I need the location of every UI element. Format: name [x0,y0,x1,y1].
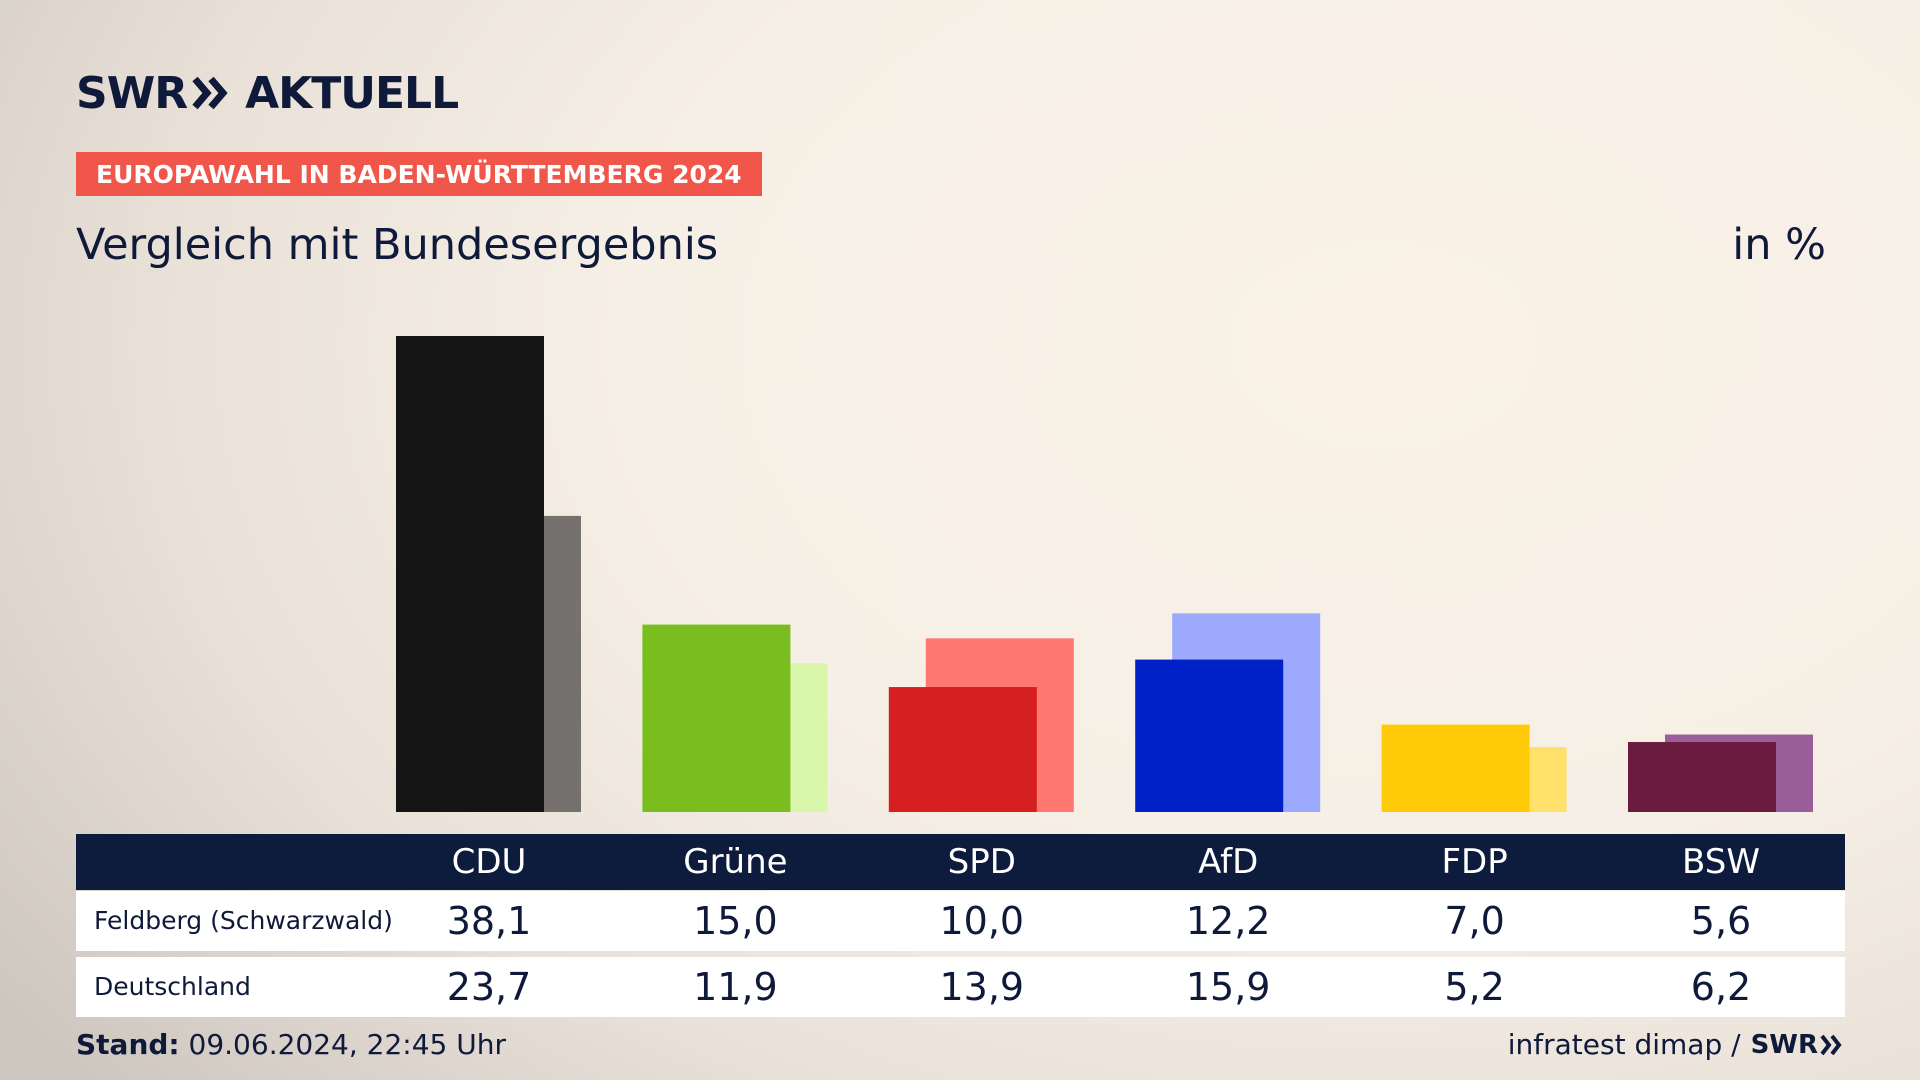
bar-feldberg-fdp [1381,724,1530,812]
value-feldberg-afd: 12,2 [1185,899,1271,943]
stand-label: Stand: [76,1028,180,1061]
header-party-gruene: Grüne [683,842,788,882]
bar-feldberg-afd [1135,659,1284,812]
source-footer: infratest dimap / SWR [1508,1028,1844,1061]
header-party-fdp: FDP [1441,842,1508,882]
source-text: infratest dimap / [1507,1028,1741,1061]
header-party-afd: AfD [1198,842,1259,882]
value-deutschland-bsw: 6,2 [1690,965,1752,1009]
bar-feldberg-cdu [396,336,544,812]
header-party-spd: SPD [947,842,1016,882]
small-double-chevron-icon [1820,1034,1842,1055]
value-deutschland-afd: 15,9 [1185,965,1271,1009]
value-deutschland-gruene: 11,9 [693,965,778,1009]
chart-title: Vergleich mit Bundesergebnis [76,220,719,270]
table-header: CDU Grüne SPD AfD FDP BSW [76,834,1845,890]
header-party-cdu: CDU [451,842,527,882]
value-deutschland-cdu: 23,7 [446,965,532,1009]
timestamp-footer: Stand: 09.06.2024, 22:45 Uhr [76,1028,506,1061]
table-row-feldberg: Feldberg (Schwarzwald) 38,1 15,0 10,0 12,2 7… [76,891,1845,951]
value-feldberg-bsw: 5,6 [1690,899,1752,943]
election-kicker-badge: EUROPAWAHL IN BADEN-WÜRTTEMBERG 2024 [76,152,762,196]
value-feldberg-cdu: 38,1 [446,899,532,943]
value-feldberg-fdp: 7,0 [1444,899,1505,943]
value-deutschland-fdp: 5,2 [1444,965,1505,1009]
bar-feldberg-bsw [1628,742,1776,812]
logo-section-text: AKTUELL [245,67,459,119]
swr-aktuell-logo: SWR AKTUELL [76,67,459,119]
logo-swr-text: SWR [76,67,188,119]
header-party-bsw: BSW [1682,842,1760,882]
double-chevron-icon [192,76,228,110]
bar-chart [396,336,1813,812]
stand-value: 09.06.2024, 22:45 Uhr [188,1028,506,1061]
table-row-deutschland: Deutschland 23,7 11,9 13,9 15,9 5,2 6,2 [76,957,1845,1017]
value-feldberg-spd: 10,0 [939,899,1025,943]
bar-feldberg-gruene [642,624,791,812]
row-label-deutschland: Deutschland [94,972,251,1001]
row-label-feldberg: Feldberg (Schwarzwald) [94,906,393,935]
value-deutschland-spd: 13,9 [939,965,1025,1009]
source-brand: SWR [1750,1029,1818,1060]
bar-feldberg-spd [888,687,1037,812]
value-feldberg-gruene: 15,0 [693,899,778,943]
unit-label: in % [1732,220,1826,270]
